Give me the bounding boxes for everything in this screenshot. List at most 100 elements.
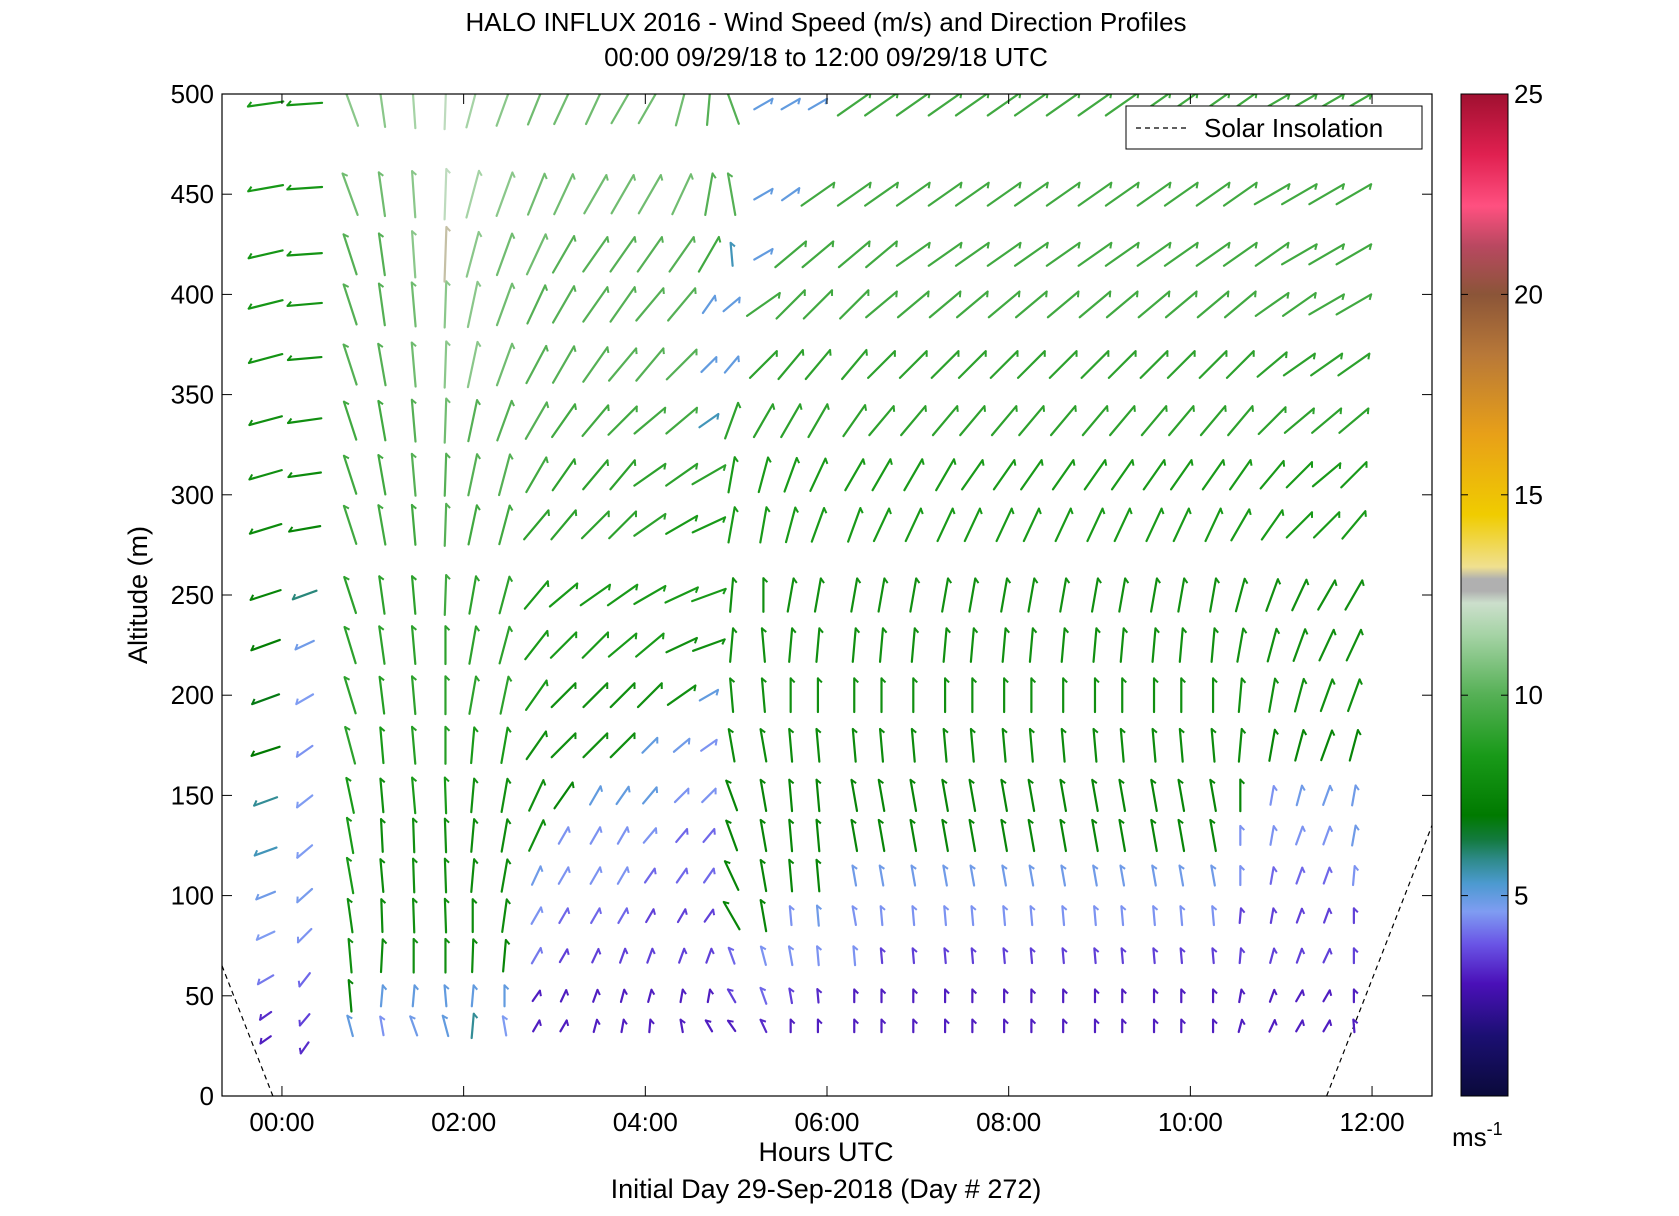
wind-barb <box>802 289 834 320</box>
wind-barb <box>1003 1018 1009 1034</box>
wind-barb <box>581 404 610 438</box>
y-tick-label: 350 <box>171 380 214 410</box>
wind-barb <box>582 346 610 383</box>
wind-barb <box>722 296 741 313</box>
wind-barb <box>759 506 771 544</box>
wind-barb <box>1335 183 1373 206</box>
wind-barb <box>1013 241 1049 267</box>
wind-barb <box>1150 818 1158 853</box>
wind-barb <box>1105 290 1139 319</box>
wind-barb <box>853 1018 859 1034</box>
wind-barb <box>1077 241 1113 267</box>
wind-barb <box>523 580 550 610</box>
wind-barb <box>1318 628 1337 662</box>
wind-barb <box>582 459 609 491</box>
wind-barb <box>250 638 281 652</box>
wind-barb <box>1002 947 1009 965</box>
wind-barb <box>410 170 417 219</box>
wind-barb <box>1345 628 1364 662</box>
wind-barb <box>930 350 960 380</box>
x-axis-ticks: 00:00 02:00 04:00 06:00 08:00 10:00 12:00 <box>249 94 1405 1137</box>
wind-barb <box>1013 94 1049 117</box>
wind-barb <box>815 727 822 763</box>
wind-barb <box>968 818 977 853</box>
wind-barb <box>759 986 768 1005</box>
wind-barb <box>911 905 918 927</box>
wind-barb <box>1178 864 1185 887</box>
wind-barb <box>347 937 354 974</box>
wind-barb <box>836 181 872 207</box>
wind-barb <box>551 235 577 274</box>
wind-barb <box>726 94 740 125</box>
wind-barb <box>443 573 451 617</box>
wind-barb <box>1322 866 1333 885</box>
wind-barb <box>411 897 418 934</box>
wind-barb <box>345 816 355 855</box>
wind-barb <box>676 908 688 924</box>
wind-barb <box>1107 350 1137 380</box>
wind-barb <box>1341 510 1367 540</box>
wind-barb <box>380 898 387 934</box>
wind-barb <box>804 348 832 381</box>
wind-barb <box>723 355 740 374</box>
wind-barb <box>1292 628 1309 662</box>
wind-barb <box>296 844 314 859</box>
wind-barb <box>910 727 917 763</box>
wind-barb <box>909 577 921 613</box>
wind-barb <box>500 818 512 853</box>
wind-barb <box>466 340 482 389</box>
wind-barb <box>1077 94 1113 117</box>
wind-barb <box>671 173 694 216</box>
wind-barb <box>525 730 548 761</box>
wind-barb <box>1029 905 1036 927</box>
wind-barb <box>1059 818 1068 853</box>
wind-barb <box>1049 405 1077 437</box>
wind-barb <box>466 280 482 329</box>
wind-barb <box>1283 407 1315 434</box>
wind-barb <box>1211 947 1218 965</box>
wind-barb <box>675 867 689 884</box>
wind-barb <box>589 826 603 845</box>
wind-barb <box>581 631 610 659</box>
wind-barb <box>1308 293 1346 316</box>
wind-barb <box>879 905 886 927</box>
wind-barb <box>550 682 577 709</box>
y-axis-ticks: 0 50 100 150 200 250 300 350 400 450 500 <box>171 79 1432 1111</box>
wind-barb <box>379 726 386 765</box>
wind-barb <box>679 1018 686 1034</box>
wind-barb <box>637 174 664 215</box>
wind-barb <box>900 405 927 437</box>
wind-barb <box>582 682 609 709</box>
wind-barb <box>444 675 451 716</box>
wind-barb <box>943 677 950 714</box>
wind-barb <box>1104 181 1140 207</box>
wind-barb <box>760 627 767 663</box>
wind-barb <box>1081 405 1109 437</box>
wind-barb <box>286 355 323 362</box>
wind-barb <box>633 406 667 435</box>
wind-barb <box>633 462 667 487</box>
wind-barb <box>665 406 699 435</box>
wind-barb <box>1337 352 1371 377</box>
wind-barb <box>989 350 1019 380</box>
wind-barb <box>411 984 419 1008</box>
wind-barb <box>759 818 768 853</box>
wind-barb <box>246 100 285 108</box>
wind-barb <box>691 516 727 534</box>
wind-barb <box>377 342 387 387</box>
wind-barb <box>909 818 918 853</box>
wind-barb <box>528 779 547 812</box>
wind-barb <box>927 241 963 267</box>
wind-barb <box>377 282 386 327</box>
wind-barb <box>1344 579 1365 611</box>
wind-barb <box>610 94 630 125</box>
colorbar-unit: ms-1 <box>1452 1119 1503 1152</box>
wind-barb <box>526 172 548 216</box>
wind-barb <box>727 506 739 544</box>
wind-barb <box>410 725 418 765</box>
wind-barb <box>345 856 355 895</box>
wind-barb <box>1179 905 1186 927</box>
wind-barb <box>530 946 544 965</box>
wind-barb <box>1090 577 1102 613</box>
wind-barb <box>253 846 278 857</box>
